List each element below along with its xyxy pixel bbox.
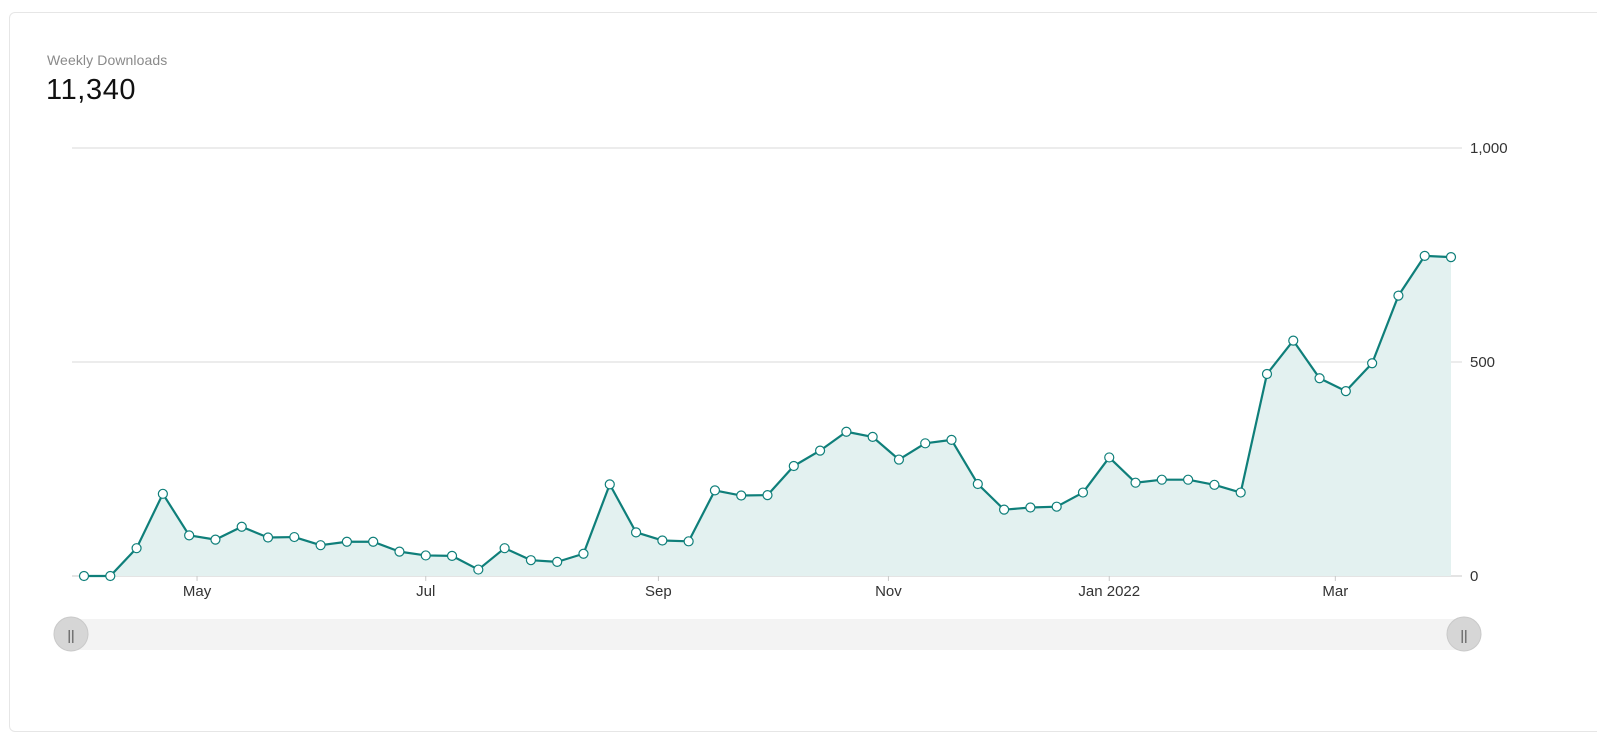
y-tick-label: 0 [1470, 568, 1478, 585]
data-point[interactable] [1419, 250, 1430, 261]
data-point[interactable] [394, 546, 405, 557]
data-point[interactable] [604, 479, 615, 490]
data-point[interactable] [867, 431, 878, 442]
data-point[interactable] [578, 548, 589, 559]
data-point[interactable] [788, 460, 799, 472]
metric-label: Weekly Downloads [47, 52, 168, 68]
data-point[interactable] [998, 504, 1010, 515]
data-point[interactable] [1288, 335, 1299, 346]
data-point[interactable] [1183, 474, 1194, 485]
data-point[interactable] [157, 488, 168, 499]
data-point[interactable] [972, 478, 983, 490]
x-tick-label: Nov [875, 583, 902, 600]
x-tick-label: Sep [645, 583, 672, 600]
data-point[interactable] [105, 570, 116, 582]
data-point[interactable] [841, 426, 852, 437]
series-area [84, 255, 1451, 576]
data-point[interactable] [262, 532, 274, 543]
data-point[interactable] [1025, 502, 1036, 513]
range-right-handle[interactable]: || [1446, 616, 1482, 652]
range-scrollbar-track[interactable] [72, 619, 1464, 650]
data-point[interactable] [552, 556, 563, 567]
data-point[interactable] [1261, 368, 1273, 380]
data-point[interactable] [814, 445, 826, 456]
data-point[interactable] [630, 527, 642, 538]
data-point[interactable] [1104, 452, 1115, 463]
data-point[interactable] [1209, 479, 1220, 490]
data-point[interactable] [131, 543, 142, 554]
downloads-chart: 1,000 500 0 May Jul Sep Nov Jan 2022 Mar || || [53, 140, 1508, 652]
data-point[interactable] [762, 490, 773, 501]
data-point[interactable] [525, 555, 537, 566]
x-tick-label: May [183, 583, 212, 600]
range-right-handle-knob[interactable] [1446, 616, 1482, 652]
data-point[interactable] [1393, 290, 1404, 301]
y-tick-label: 1,000 [1470, 140, 1508, 157]
data-point[interactable] [1314, 373, 1325, 384]
metric-value: 11,340 [46, 74, 137, 106]
data-point[interactable] [446, 550, 458, 561]
x-tick-label: Jan 2022 [1078, 583, 1140, 600]
data-point[interactable] [920, 438, 931, 449]
grip-icon: || [67, 627, 74, 643]
data-point[interactable] [946, 434, 957, 445]
data-point[interactable] [473, 564, 484, 575]
y-tick-label: 500 [1470, 354, 1495, 371]
grip-icon: || [1460, 627, 1467, 643]
data-point[interactable] [289, 531, 300, 543]
data-point[interactable] [341, 536, 352, 547]
data-point[interactable] [683, 536, 694, 547]
data-point[interactable] [499, 543, 510, 554]
data-point[interactable] [210, 534, 221, 545]
data-point[interactable] [368, 536, 379, 547]
x-tick-label: Jul [416, 583, 435, 600]
data-point[interactable] [1156, 474, 1167, 485]
data-point[interactable] [709, 485, 721, 496]
data-point[interactable] [420, 550, 431, 561]
data-point[interactable] [657, 535, 668, 546]
range-left-handle[interactable]: || [53, 616, 89, 652]
data-point[interactable] [1051, 501, 1062, 512]
data-point[interactable] [893, 454, 905, 465]
downloads-card [9, 12, 1597, 732]
data-point[interactable] [1367, 358, 1378, 369]
data-point[interactable] [1235, 487, 1246, 498]
data-point[interactable] [184, 530, 195, 541]
data-point[interactable] [315, 540, 326, 551]
data-point[interactable] [78, 570, 90, 582]
x-tick-label: Mar [1322, 583, 1348, 600]
data-point[interactable] [1077, 487, 1089, 498]
data-point[interactable] [236, 521, 247, 532]
range-left-handle-knob[interactable] [53, 616, 89, 652]
data-point[interactable] [1340, 386, 1351, 397]
data-point[interactable] [1445, 252, 1457, 263]
data-point[interactable] [1130, 477, 1141, 488]
data-point[interactable] [736, 490, 747, 501]
